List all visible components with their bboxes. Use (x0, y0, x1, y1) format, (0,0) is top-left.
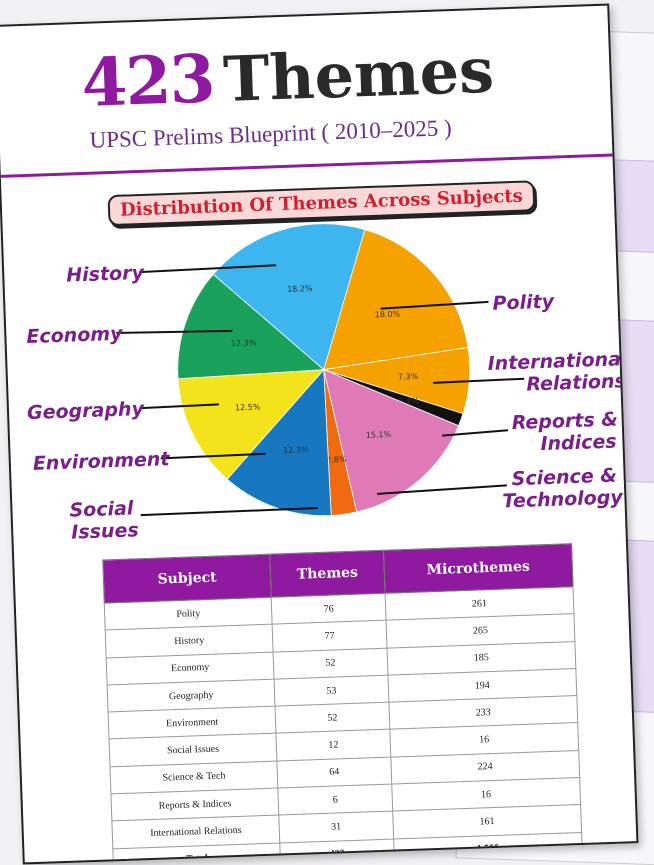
pie-slice-economy (177, 273, 325, 380)
leader-environment (160, 452, 266, 460)
pie-percent-label: 18.2% (287, 284, 313, 294)
header-subject: Subject (102, 554, 272, 603)
leader-polity (380, 300, 489, 310)
label-science-line2: Technology (502, 486, 625, 512)
label-geography: Geography (27, 398, 146, 424)
title-number: 423 (80, 39, 215, 122)
pie-percent-label: 18.0% (375, 309, 401, 319)
cell-themes: 76 (271, 593, 386, 625)
label-reports-line1: Reports & (511, 408, 618, 434)
leader-economy (116, 329, 233, 334)
page-title: 423 Themes (80, 30, 495, 122)
pie-percent-label: 12.5% (235, 402, 261, 412)
pie-percent-label: 15.1% (366, 430, 392, 440)
label-social-line2: Issues (71, 519, 139, 543)
cell-themes: 6 (278, 784, 393, 816)
pie-percent-label: 2.8% (326, 455, 347, 465)
label-polity: Polity (492, 291, 556, 315)
themes-table: Subject Themes Microthemes Polity 76 261 H… (102, 543, 583, 865)
cell-themes: 53 (274, 675, 389, 707)
label-ir-line2: Relations (526, 370, 626, 395)
pie-percent-label: 7.3% (398, 372, 419, 382)
cell-themes: 64 (277, 756, 392, 789)
label-social-line1: Social (69, 497, 134, 521)
leader-science (377, 484, 507, 495)
label-science-line1: Science & (511, 465, 617, 491)
leader-ir (433, 377, 525, 384)
label-history: History (66, 262, 146, 287)
pie-chart: 18.2% 18.0% 7.3% 1.4% 15.1% 2.8% 12.3% 12.5% 12.… (26, 223, 626, 544)
cell-themes: 52 (275, 702, 390, 734)
cell-themes: 31 (278, 811, 394, 843)
pie-percent-label: 12.3% (231, 338, 257, 348)
pie-slice-history (212, 223, 366, 371)
cell-total-themes: 423 (279, 838, 395, 865)
pie-slice-geography (177, 369, 325, 480)
title-word: Themes (222, 33, 496, 116)
cell-themes: 12 (276, 729, 391, 761)
leader-reports (442, 429, 509, 437)
subtitle: UPSC Prelims Blueprint ( 2010–2025 ) (89, 115, 453, 153)
pie-slice-polity (323, 229, 469, 371)
pie-percent-label: 12.3% (283, 445, 309, 455)
label-economy: Economy (26, 323, 124, 348)
pie-percent-label: 1.4% (398, 396, 419, 406)
cell-themes: 77 (272, 620, 387, 652)
header-themes: Themes (269, 550, 385, 598)
title-divider (0, 153, 613, 178)
leader-geography (140, 403, 219, 410)
label-environment: Environment (32, 448, 170, 475)
leader-social (140, 506, 318, 517)
label-ir-line1: International (487, 348, 625, 375)
pie-slice-environment (226, 368, 332, 517)
cell-themes: 52 (273, 647, 388, 679)
leader-history (139, 264, 277, 274)
blueprint-sheet: 423 Themes UPSC Prelims Blueprint ( 2010–… (0, 3, 639, 865)
header-microthemes: Microthemes (383, 543, 573, 594)
label-reports-line2: Indices (540, 431, 617, 456)
